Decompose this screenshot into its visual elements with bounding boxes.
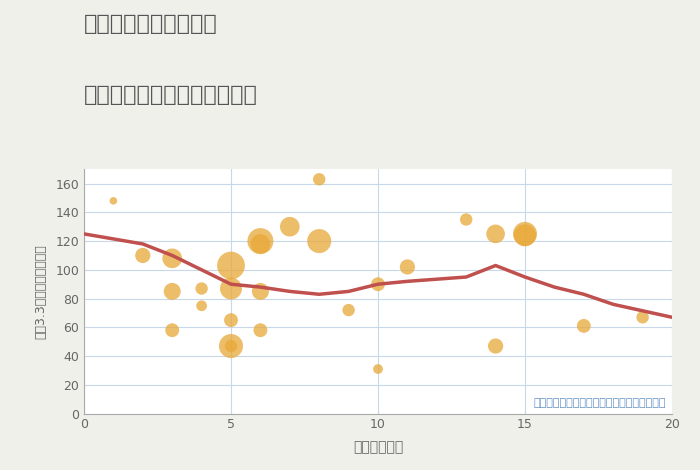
Text: 円の大きさは、取引のあった物件面積を示す: 円の大きさは、取引のあった物件面積を示す — [533, 398, 666, 408]
Point — [637, 313, 648, 321]
Point — [196, 285, 207, 292]
Point — [255, 327, 266, 334]
Point — [314, 237, 325, 245]
Text: 駅距離別中古マンション価格: 駅距離別中古マンション価格 — [84, 85, 258, 105]
Point — [255, 240, 266, 248]
Point — [108, 197, 119, 204]
Point — [255, 237, 266, 245]
Point — [225, 262, 237, 269]
Point — [225, 285, 237, 292]
Point — [225, 316, 237, 324]
Point — [196, 302, 207, 310]
Point — [137, 252, 148, 259]
Point — [343, 306, 354, 314]
Y-axis label: 坪（3.3㎡）単価（万円）: 坪（3.3㎡）単価（万円） — [34, 244, 47, 339]
Point — [402, 263, 413, 271]
Point — [167, 255, 178, 262]
Point — [225, 342, 237, 350]
Point — [578, 322, 589, 329]
Point — [461, 216, 472, 223]
Point — [284, 223, 295, 230]
Point — [372, 281, 384, 288]
Point — [167, 288, 178, 295]
Point — [314, 175, 325, 183]
Point — [490, 342, 501, 350]
Point — [490, 230, 501, 238]
Point — [167, 327, 178, 334]
Point — [255, 288, 266, 295]
Text: 京都府西大路三条駅の: 京都府西大路三条駅の — [84, 14, 218, 34]
Point — [519, 232, 531, 239]
Point — [519, 230, 531, 238]
Point — [372, 365, 384, 373]
X-axis label: 駅距離（分）: 駅距離（分） — [353, 440, 403, 454]
Point — [225, 342, 237, 350]
